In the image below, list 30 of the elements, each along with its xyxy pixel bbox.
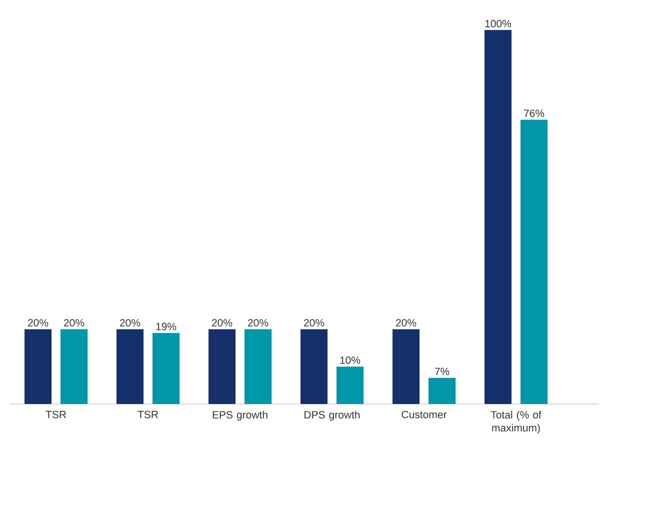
x-tick-label: DPS growth <box>304 410 360 421</box>
x-tick-label: EPS growth <box>212 410 268 421</box>
data-label: 20% <box>120 319 140 327</box>
bar <box>152 332 180 404</box>
bar <box>336 366 364 404</box>
x-tick-label: TSR <box>138 410 158 418</box>
bar <box>428 378 456 404</box>
bar <box>484 30 512 404</box>
data-label: 10% <box>340 356 360 364</box>
bar <box>24 329 52 404</box>
x-tick-label: Customer <box>402 410 447 418</box>
data-label: 76% <box>524 110 544 118</box>
x-tick-label: Total (% of maximum) <box>490 410 542 434</box>
bar <box>208 329 236 404</box>
data-label: 20% <box>304 319 324 327</box>
data-label: 20% <box>212 319 232 327</box>
bar <box>244 329 272 404</box>
x-tick-label: TSR <box>46 410 66 418</box>
bar <box>392 329 420 404</box>
data-label: 20% <box>248 319 268 327</box>
data-label: 100% <box>485 20 512 28</box>
data-label: 20% <box>396 319 416 327</box>
bar <box>520 120 548 404</box>
data-label: 20% <box>64 319 84 327</box>
bar <box>116 329 144 404</box>
data-label: 20% <box>28 319 48 327</box>
bar <box>300 329 328 404</box>
data-label: 7% <box>434 368 450 376</box>
data-label: 19% <box>156 322 176 330</box>
bar <box>60 329 88 404</box>
